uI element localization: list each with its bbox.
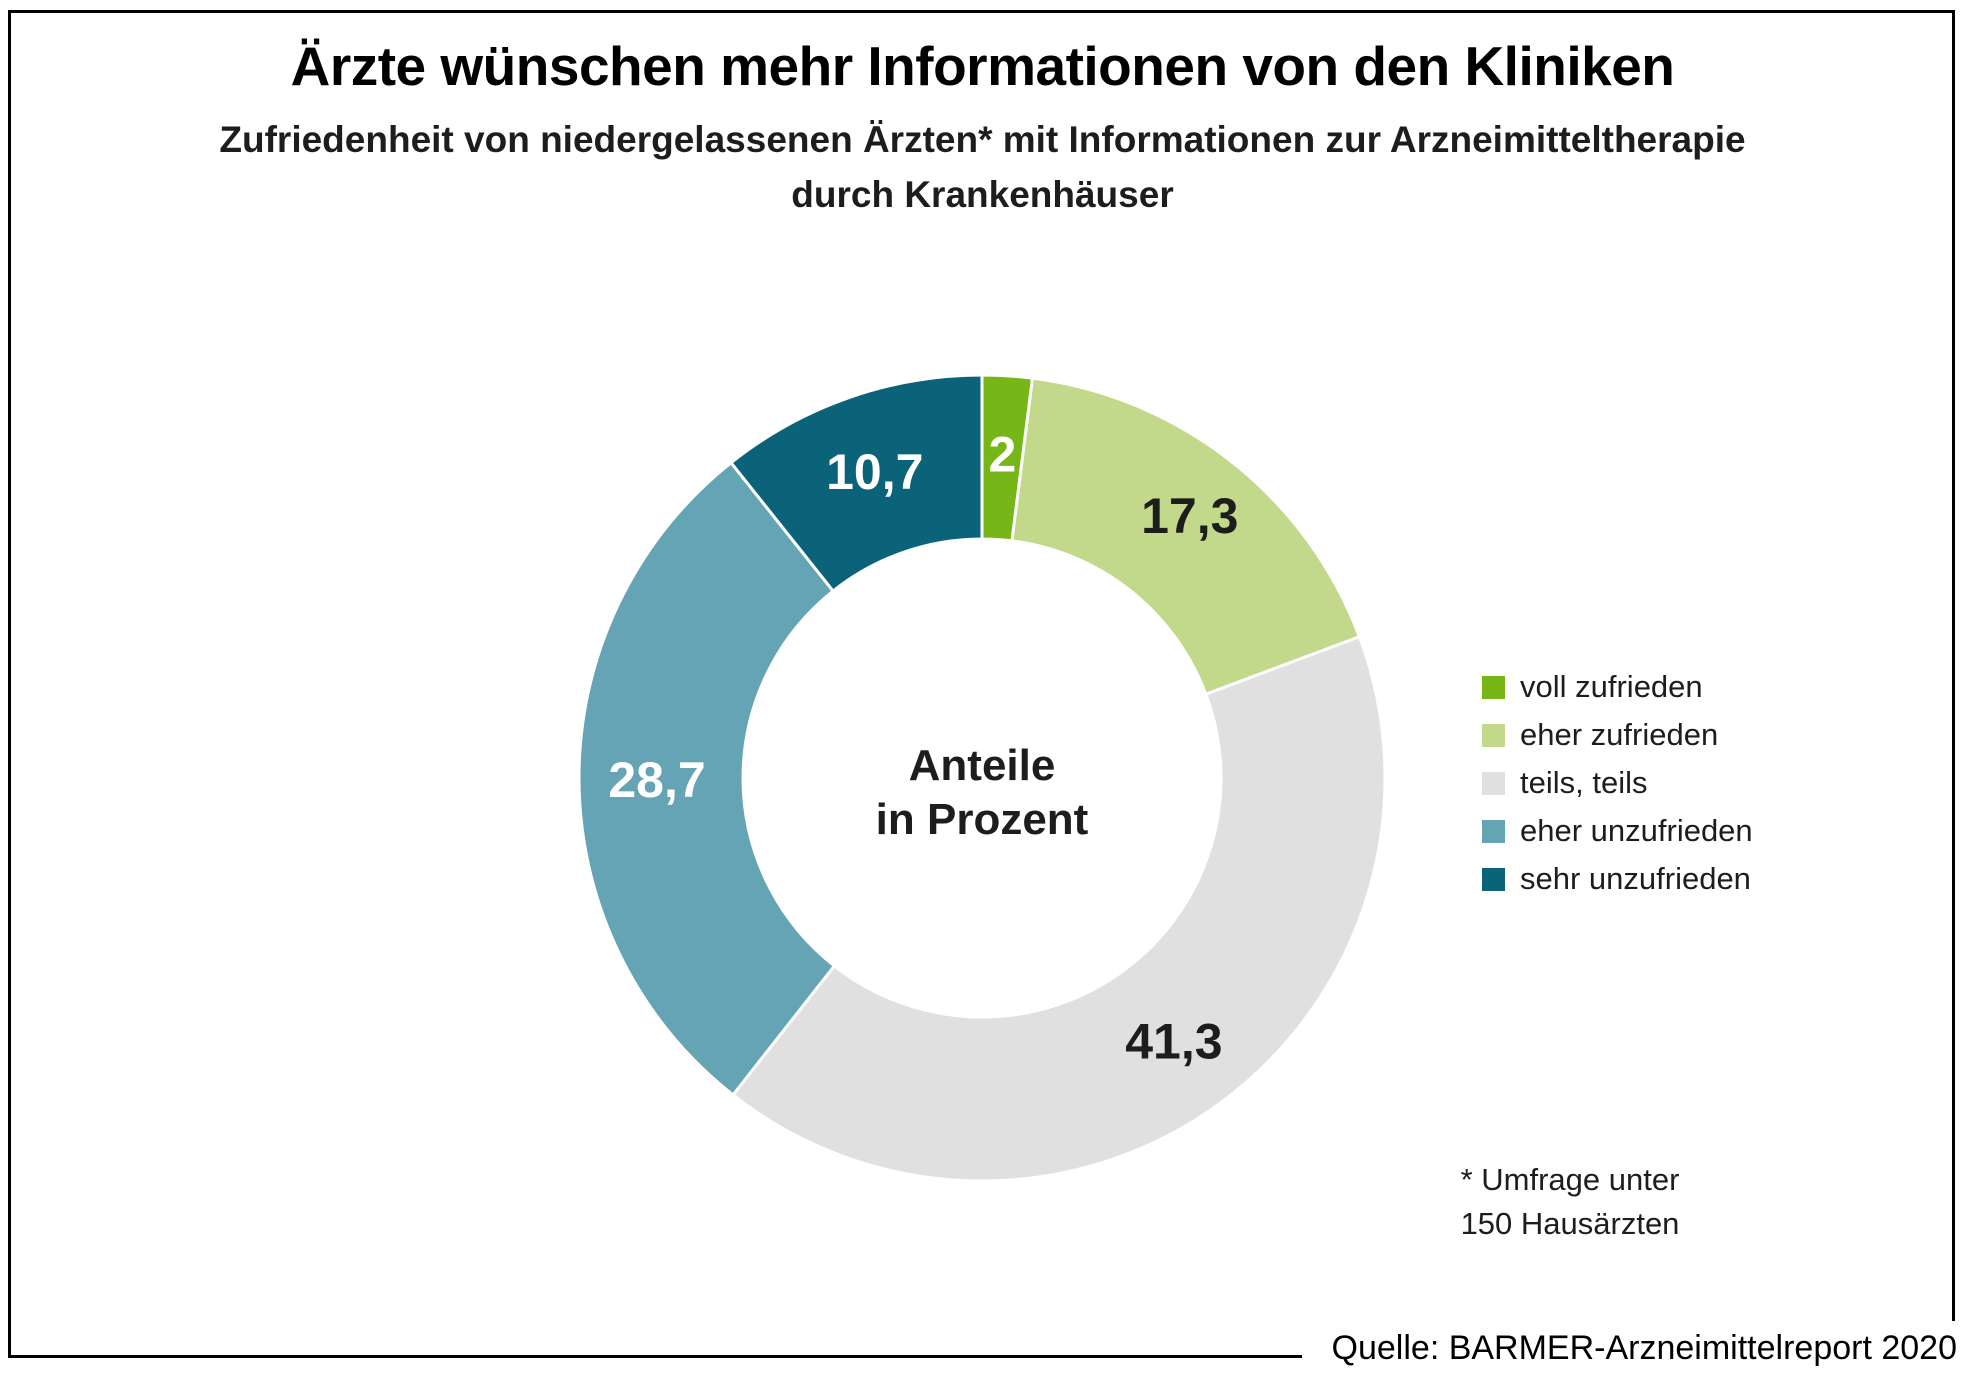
legend-label: voll zufrieden: [1520, 669, 1703, 704]
donut-center-label-line1: Anteile: [909, 741, 1056, 790]
donut-slices: 2 17,3 41,3 28,7 10,7: [577, 373, 1387, 1183]
chart-subtitle: Zufriedenheit von niedergelassenen Ärzte…: [0, 112, 1965, 222]
slice-value-label-4: 10,7: [826, 444, 923, 500]
slice-value-label-3: 28,7: [608, 752, 705, 808]
title-block: Ärzte wünschen mehr Informationen von de…: [0, 34, 1965, 222]
chart-title: Ärzte wünschen mehr Informationen von de…: [290, 35, 1675, 97]
legend-swatch-teils-teils: [1482, 771, 1505, 795]
legend-label: eher unzufrieden: [1520, 813, 1753, 848]
legend-row-eher-unzufrieden: eher unzufrieden: [1482, 807, 1753, 855]
source-note: Quelle: BARMER-Arzneimittelreport 2020: [1301, 1321, 1959, 1373]
footnote: * Umfrage unter 150 Hausärzten: [1420, 1158, 1720, 1246]
legend-row-sehr-unzufrieden: sehr unzufrieden: [1482, 855, 1753, 903]
donut-svg: 2 17,3 41,3 28,7 10,7 Anteile in Prozent: [577, 373, 1387, 1183]
footnote-line1: * Umfrage unter: [1460, 1162, 1680, 1197]
footnote-line2: 150 Hausärzten: [1460, 1206, 1680, 1241]
legend-row-voll-zufrieden: voll zufrieden: [1482, 663, 1753, 711]
donut-slice-4: [729, 373, 984, 593]
donut-center-label-line2: in Prozent: [876, 795, 1089, 844]
legend-row-eher-zufrieden: eher zufrieden: [1482, 711, 1753, 759]
legend: voll zufrieden eher zufrieden teils, tei…: [1482, 663, 1753, 903]
donut-slice-2: [731, 635, 1387, 1183]
legend-swatch-voll-zufrieden: [1482, 675, 1505, 699]
legend-swatch-sehr-unzufrieden: [1482, 867, 1505, 891]
slice-value-label-2: 41,3: [1125, 1013, 1222, 1069]
slice-value-label-0: 2: [988, 427, 1016, 483]
legend-row-teils-teils: teils, teils: [1482, 759, 1753, 807]
legend-label: eher zufrieden: [1520, 717, 1719, 752]
donut-slice-1: [1010, 376, 1361, 696]
donut-slice-3: [577, 461, 836, 1097]
chart-subtitle-line1: Zufriedenheit von niedergelassenen Ärzte…: [219, 119, 1746, 160]
legend-label: teils, teils: [1520, 765, 1648, 800]
slice-value-label-1: 17,3: [1141, 488, 1238, 544]
chart-subtitle-line2: durch Krankenhäuser: [791, 174, 1174, 215]
legend-label: sehr unzufrieden: [1520, 861, 1751, 896]
legend-swatch-eher-zufrieden: [1482, 723, 1505, 747]
legend-swatch-eher-unzufrieden: [1482, 819, 1505, 843]
donut-chart: 2 17,3 41,3 28,7 10,7 Anteile in Prozent: [572, 368, 1392, 1188]
